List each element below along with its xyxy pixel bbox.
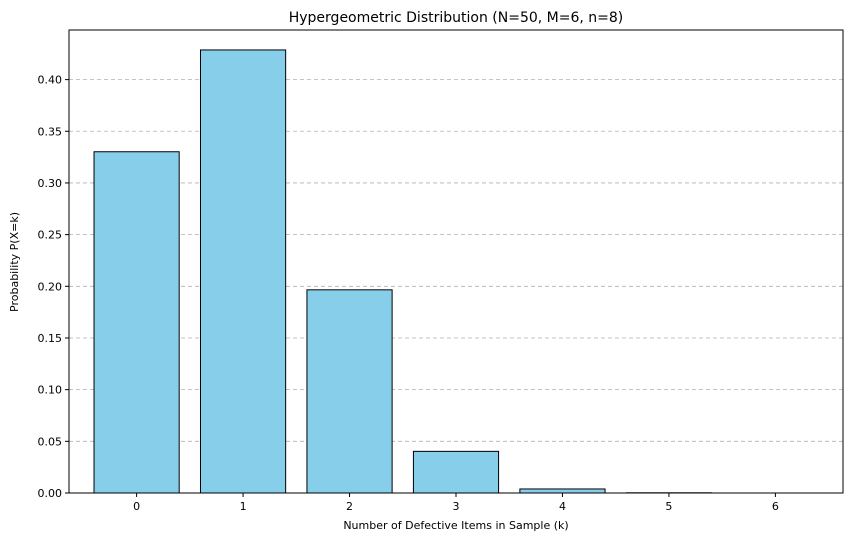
y-tick-label: 0.20 xyxy=(38,280,63,293)
y-tick-label: 0.40 xyxy=(38,74,63,87)
x-tick-label: 6 xyxy=(772,500,779,513)
y-axis-label: Probability P(X=k) xyxy=(8,212,21,312)
bar-1 xyxy=(199,49,287,494)
y-tick-label: 0.15 xyxy=(38,332,63,345)
x-axis-ticks: 0 1 2 3 4 5 6 xyxy=(133,493,779,513)
bar-3 xyxy=(412,450,500,494)
y-tick-label: 0.10 xyxy=(38,384,63,397)
y-tick-label: 0.35 xyxy=(38,125,63,138)
y-gridlines xyxy=(69,79,843,442)
y-tick-label: 0.30 xyxy=(38,177,63,190)
x-tick-label: 1 xyxy=(240,500,247,513)
x-tick-label: 2 xyxy=(346,500,353,513)
x-tick-label: 0 xyxy=(133,500,140,513)
y-tick-label: 0.00 xyxy=(38,487,63,500)
bar-4 xyxy=(519,488,606,494)
x-tick-label: 4 xyxy=(559,500,566,513)
x-axis-label: Number of Defective Items in Sample (k) xyxy=(343,519,568,532)
bars xyxy=(93,49,713,494)
y-axis-ticks: 0.00 0.05 0.10 0.15 0.20 0.25 0.30 0.35 0.40 xyxy=(38,74,69,500)
x-tick-label: 5 xyxy=(665,500,672,513)
bar-2 xyxy=(306,289,393,494)
chart-title: Hypergeometric Distribution (N=50, M=6, … xyxy=(289,10,624,26)
y-tick-label: 0.25 xyxy=(38,229,63,242)
y-tick-label: 0.05 xyxy=(38,435,63,448)
x-tick-label: 3 xyxy=(453,500,460,513)
bar-0 xyxy=(93,151,180,494)
